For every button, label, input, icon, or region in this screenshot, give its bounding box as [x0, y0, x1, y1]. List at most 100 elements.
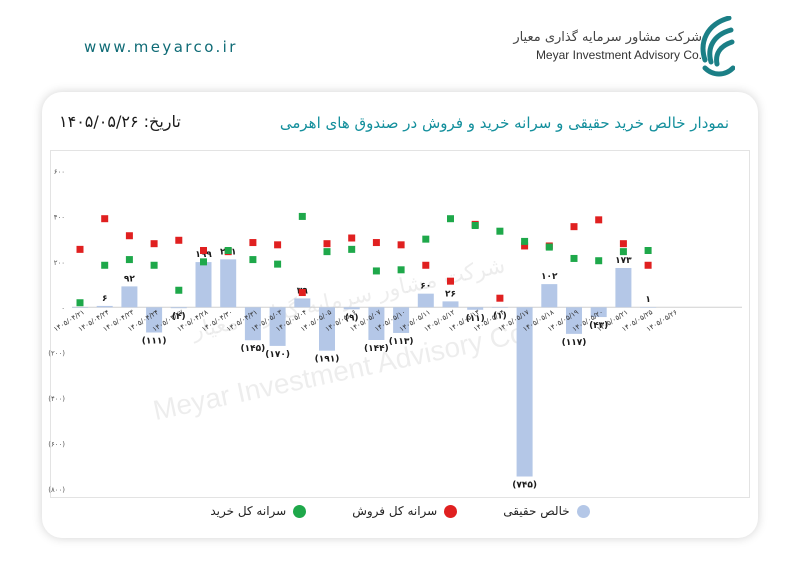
marker-sell	[619, 240, 627, 248]
bar-net	[96, 305, 113, 308]
marker-buy	[471, 222, 479, 230]
bar-value-label: (۱۱)	[466, 314, 485, 324]
bar-value-label: (۱۱۳)	[389, 337, 414, 347]
bar-net	[590, 307, 607, 318]
legend-swatch-buy	[293, 504, 307, 518]
bar-value-label: (۱۴۴)	[364, 344, 389, 354]
bar-value-label: ۱	[645, 295, 651, 305]
marker-sell	[447, 277, 454, 285]
chart-title: نمودار خالص خرید حقیقی و سرانه خرید و فر…	[279, 114, 729, 132]
marker-sell	[397, 241, 405, 249]
bar-net	[220, 259, 237, 308]
bar-value-label: (۹)	[345, 313, 359, 323]
bar-value-label: (۷۴۵)	[512, 481, 537, 491]
bar-net	[195, 262, 212, 308]
marker-sell	[422, 261, 430, 269]
chart-card: نمودار خالص خرید حقیقی و سرانه خرید و فر…	[42, 92, 758, 538]
marker-sell	[76, 245, 84, 253]
marker-buy	[298, 212, 306, 220]
marker-buy	[101, 261, 109, 269]
legend-label-buy: سرانه کل خرید	[210, 504, 287, 518]
bar-net	[121, 286, 138, 308]
bar-net	[442, 301, 459, 308]
site-url[interactable]: www.meyarco.ir	[84, 38, 238, 56]
bar-net	[491, 307, 508, 308]
marker-buy	[348, 245, 356, 253]
bar-value-label: ۱۰۲	[541, 272, 558, 282]
company-name-en: Meyar Investment Advisory Co.	[535, 48, 702, 62]
marker-buy	[619, 248, 627, 256]
y-tick-label: ۴۰۰	[54, 213, 65, 221]
bar-value-label: (۱۱۱)	[142, 336, 167, 346]
bar-value-label: ۶۰	[420, 282, 431, 292]
marker-buy	[249, 256, 257, 264]
marker-sell	[249, 239, 257, 247]
marker-buy	[496, 227, 504, 235]
marker-sell	[570, 223, 578, 231]
bar-net	[516, 307, 533, 477]
company-brand: شرکت مشاور سرمایه گذاری معیار Meyar Inve…	[513, 30, 702, 62]
legend-swatch-sell	[444, 504, 458, 518]
marker-buy	[447, 215, 454, 223]
bar-net	[343, 307, 360, 310]
marker-sell	[595, 216, 603, 224]
bar-net	[615, 267, 632, 308]
legend-swatch-net	[576, 504, 590, 518]
marker-buy	[125, 256, 133, 264]
bar-value-label: (۱۴۵)	[241, 344, 266, 354]
marker-buy	[397, 266, 405, 274]
bar-value-label: (۴۳)	[589, 321, 608, 331]
plot-frame	[50, 150, 750, 498]
marker-buy	[644, 247, 652, 254]
marker-sell	[521, 242, 529, 250]
marker-sell	[644, 261, 652, 269]
bar-net	[269, 307, 286, 346]
y-tick-label: (۶۰۰)	[48, 441, 65, 449]
y-tick-label: (۴۰۰)	[48, 395, 65, 403]
bar-net	[417, 293, 434, 308]
marker-sell	[298, 289, 306, 297]
marker-sell	[200, 247, 207, 254]
chart-legend: خالص حقیقی سرانه کل فروش سرانه کل خرید	[42, 504, 758, 518]
bar-value-label: (۱)	[493, 312, 507, 322]
marker-buy	[200, 258, 207, 266]
legend-label-sell: سرانه کل فروش	[352, 504, 438, 518]
bar-net	[566, 307, 582, 334]
bar-value-label: (۱۷۰)	[265, 350, 290, 360]
y-tick-label: ۶۰۰	[54, 168, 65, 176]
bar-value-label: ۹۲	[124, 274, 135, 284]
marker-sell	[372, 239, 380, 247]
company-logo-icon	[700, 16, 735, 77]
marker-buy	[545, 243, 553, 251]
marker-buy	[595, 257, 603, 265]
bar-net	[541, 284, 558, 308]
marker-buy	[224, 247, 232, 254]
marker-buy	[76, 299, 84, 307]
legend-item-net: خالص حقیقی	[503, 504, 590, 518]
page-header: www.meyarco.ir شرکت مشاور سرمایه گذاری م…	[0, 0, 800, 92]
bar-net	[467, 307, 484, 310]
bar-value-label: ۱۹۹	[195, 250, 212, 260]
marker-buy	[150, 261, 158, 269]
bar-value-label: ۲۶	[445, 289, 456, 299]
bar-value-label: ۱۷۳	[615, 256, 632, 266]
y-tick-label: (۲۰۰)	[48, 350, 65, 358]
bar-net	[294, 298, 311, 308]
marker-sell	[274, 241, 282, 249]
marker-buy	[175, 286, 183, 294]
legend-item-sell: سرانه کل فروش	[352, 504, 458, 518]
legend-item-buy: سرانه کل خرید	[210, 504, 307, 518]
bar-value-label: (۴)	[172, 312, 186, 322]
bar-value-label: ۶	[102, 294, 108, 304]
marker-buy	[274, 260, 282, 268]
marker-sell	[348, 234, 356, 242]
marker-sell	[496, 294, 504, 302]
company-name-fa: شرکت مشاور سرمایه گذاری معیار	[513, 30, 702, 45]
bar-net	[146, 307, 163, 333]
marker-buy	[521, 237, 529, 245]
y-tick-label: ۲۰۰	[54, 259, 65, 267]
marker-buy	[323, 248, 331, 256]
chart-date: تاریخ: ۱۴۰۵/۰۵/۲۶	[59, 112, 181, 131]
marker-buy	[570, 254, 578, 262]
